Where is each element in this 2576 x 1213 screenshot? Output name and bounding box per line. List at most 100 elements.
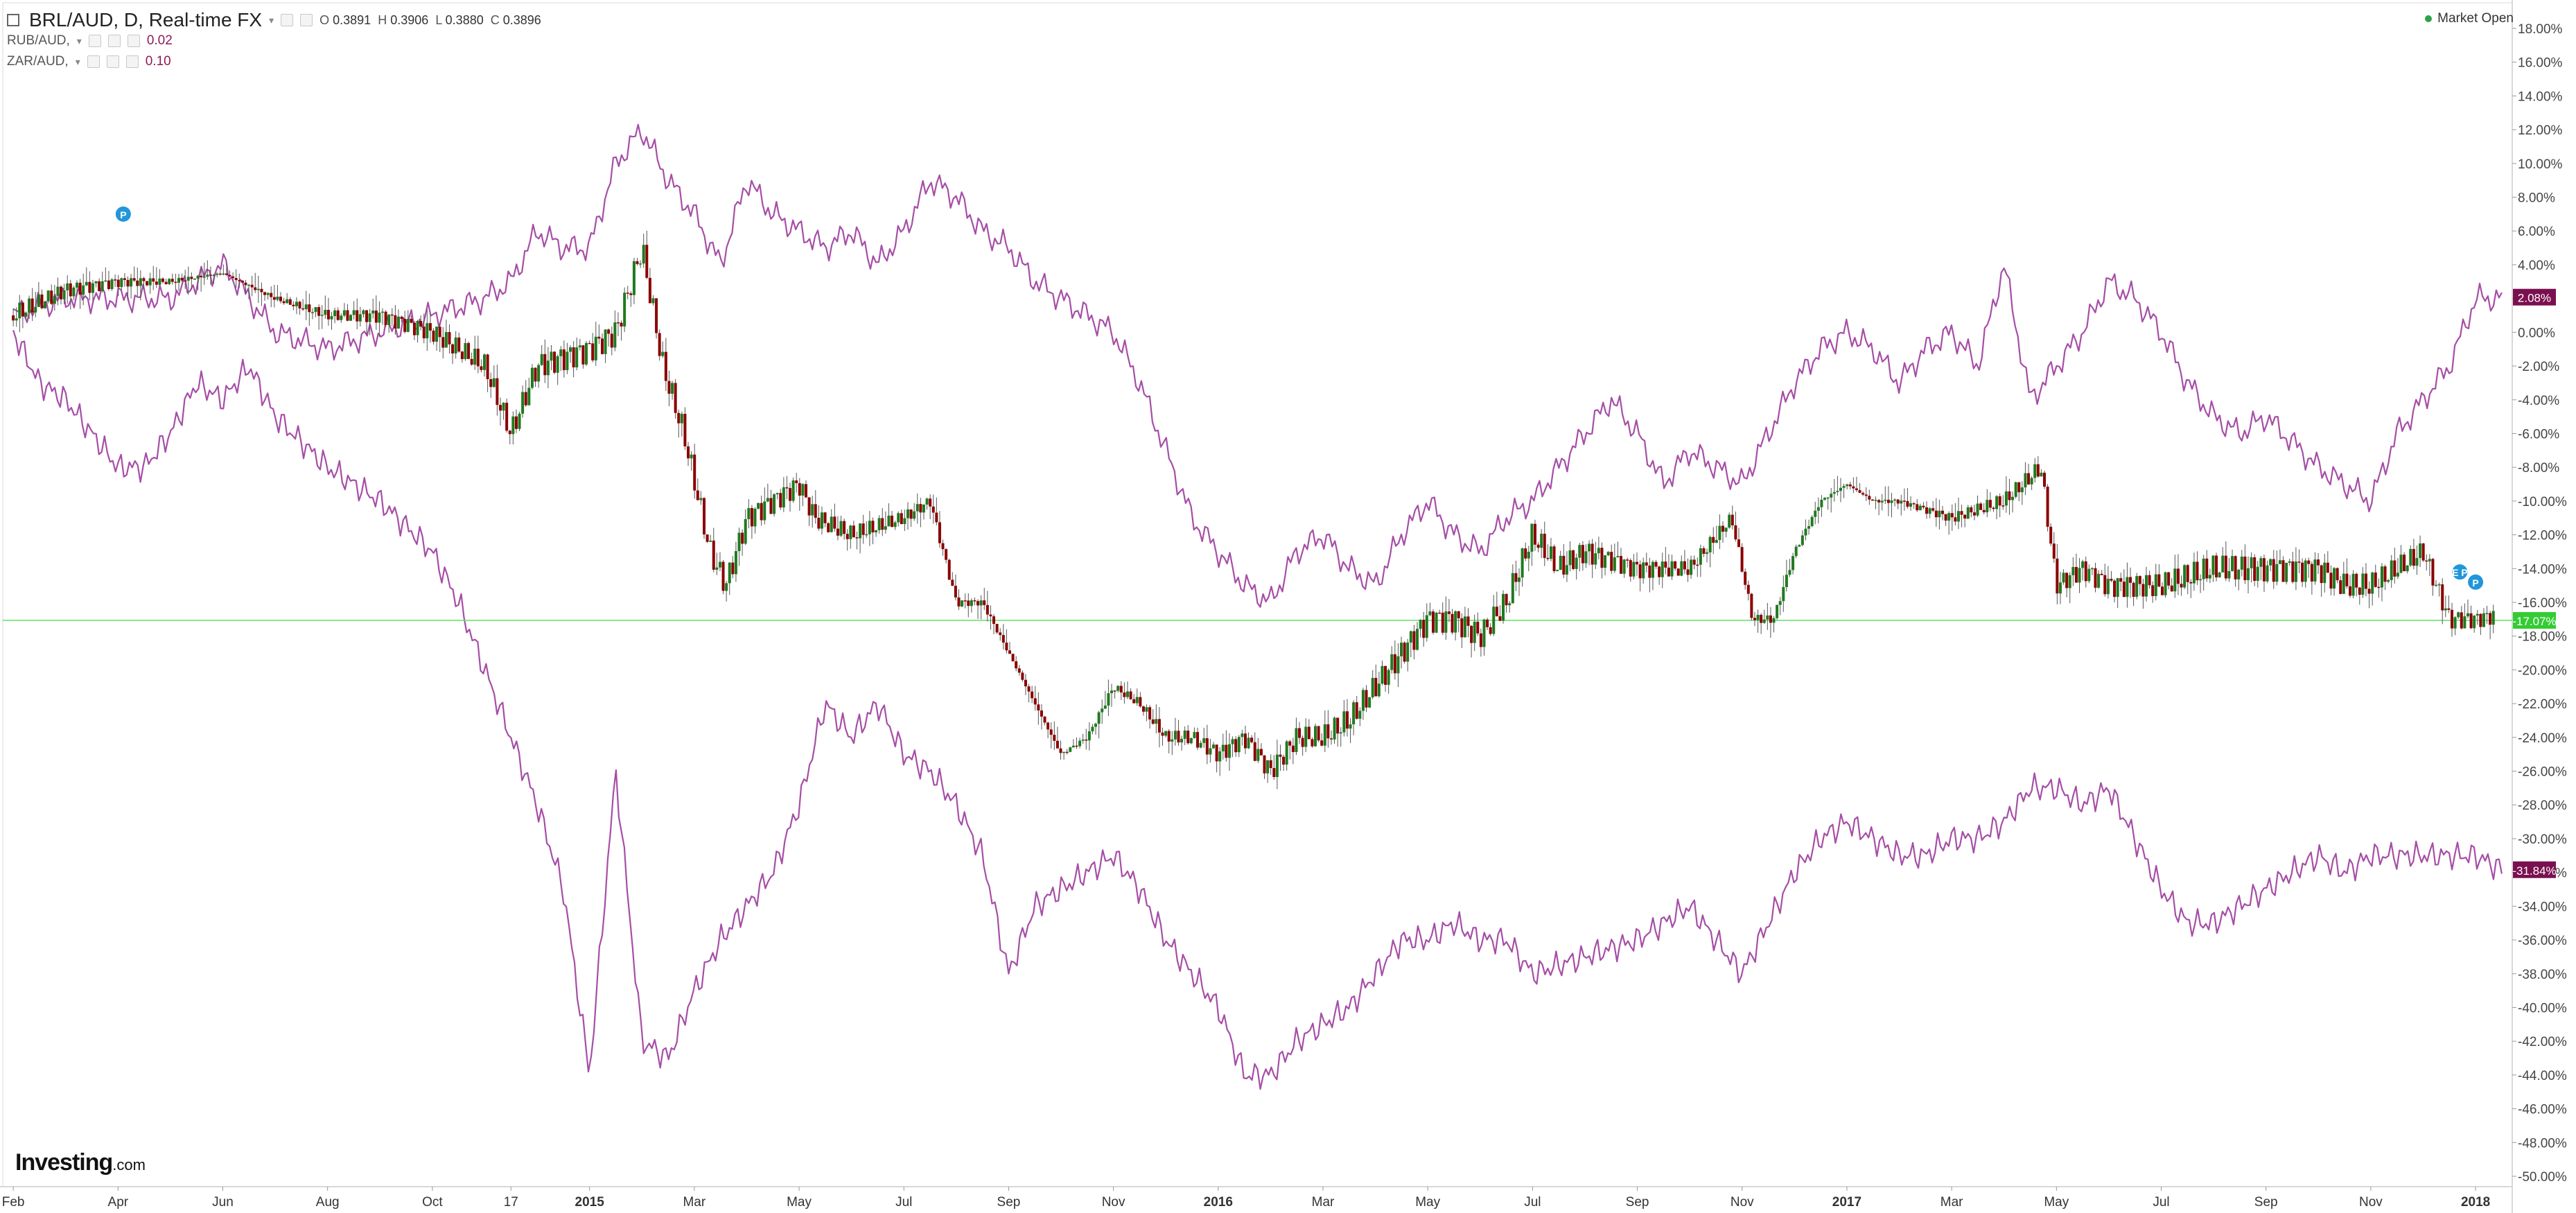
candle-body — [1776, 604, 1779, 618]
x-tick-label: Sep — [997, 1195, 1021, 1210]
settings-icon[interactable] — [300, 14, 313, 26]
candle-body — [1746, 584, 1750, 594]
candle-body — [2157, 574, 2161, 587]
settings-icon[interactable] — [106, 55, 119, 68]
candle-body — [317, 307, 321, 316]
candle-body — [1272, 768, 1276, 777]
candle-body — [1852, 486, 1855, 489]
candle-body — [1826, 497, 1830, 499]
candle-body — [480, 366, 483, 370]
candle-body — [791, 480, 795, 501]
candle-body — [1355, 702, 1358, 719]
candle-body — [1562, 555, 1566, 575]
chevron-down-icon[interactable]: ▾ — [76, 35, 82, 46]
candle-body — [2071, 566, 2075, 575]
candle-body — [973, 600, 976, 602]
eye-icon[interactable] — [87, 55, 100, 68]
candle-body — [859, 523, 862, 539]
candle-body — [1702, 548, 1706, 554]
close-icon[interactable] — [127, 35, 140, 47]
candle-body — [2476, 613, 2479, 616]
candle-body — [2027, 473, 2031, 485]
candle-body — [597, 336, 601, 339]
candle-body — [763, 501, 766, 521]
eye-icon[interactable] — [281, 14, 294, 26]
candle-body — [877, 518, 881, 530]
candle-body — [2247, 568, 2250, 581]
compare-symbol-label[interactable]: RUB/AUD, — [7, 33, 70, 48]
symbol-square-icon[interactable] — [7, 14, 19, 26]
candle-body — [1514, 573, 1518, 582]
candle-body — [2256, 566, 2259, 582]
candle-body — [1934, 510, 1938, 518]
close-icon[interactable] — [125, 55, 139, 68]
candle-body — [811, 504, 814, 516]
candle-body — [1836, 491, 1839, 492]
candle-body — [741, 532, 744, 544]
candle-body — [2415, 558, 2419, 566]
candle-body — [2122, 582, 2126, 597]
candle-body — [2138, 576, 2141, 584]
candle-body — [801, 484, 805, 496]
candle-body — [527, 387, 531, 405]
candle-body — [123, 278, 126, 280]
candle-body — [2447, 608, 2451, 610]
candle-body — [1495, 606, 1498, 617]
symbol-title[interactable]: BRL/AUD, D, Real-time FX — [29, 9, 263, 30]
candle-body — [1275, 754, 1279, 777]
settings-icon[interactable] — [107, 35, 121, 47]
candle-body — [2132, 582, 2135, 597]
candle-body — [1645, 562, 1648, 566]
y-tick-label: 12.00% — [2518, 123, 2563, 138]
candle-body — [2119, 578, 2123, 582]
eye-icon[interactable] — [88, 35, 101, 47]
candle-body — [1804, 528, 1807, 536]
candle-body — [677, 412, 681, 424]
candle-body — [2135, 576, 2139, 597]
candle-body — [394, 315, 397, 329]
candle-body — [925, 498, 929, 505]
candle-body — [1823, 498, 1827, 500]
candle-body — [126, 279, 130, 287]
chevron-down-icon[interactable]: ▾ — [75, 56, 80, 67]
candle-body — [136, 280, 139, 286]
candle-body — [566, 351, 569, 370]
candle-body — [2049, 526, 2053, 544]
candle-body — [1307, 726, 1311, 740]
candle-body — [833, 516, 836, 529]
candle-body — [2180, 584, 2183, 588]
candle-body — [1466, 616, 1470, 626]
candle-body — [1416, 629, 1419, 650]
candle-body — [1986, 500, 1989, 513]
candle-body — [1145, 707, 1148, 712]
candle-body — [1900, 500, 1903, 504]
candle-body — [1947, 513, 1951, 521]
candle-body — [1218, 751, 1222, 762]
candle-body — [53, 295, 56, 304]
candle-body — [1457, 611, 1460, 619]
candle-body — [2441, 584, 2444, 611]
candle-body — [1676, 568, 1680, 576]
compare-symbol-label[interactable]: ZAR/AUD, — [7, 54, 69, 69]
candle-body — [1196, 732, 1200, 748]
candle-body — [2278, 560, 2281, 564]
candle-body — [1613, 557, 1616, 571]
candle-body — [2435, 584, 2438, 586]
candle-body — [1842, 486, 1846, 488]
candle-body — [2466, 613, 2469, 617]
candle-body — [416, 321, 419, 335]
y-tick-label: -28.00% — [2518, 799, 2567, 813]
candle-body — [1317, 726, 1320, 741]
candle-body — [1078, 740, 1082, 747]
candle-body — [779, 493, 782, 508]
candle-body — [540, 354, 543, 365]
x-tick-label: 17 — [504, 1195, 518, 1210]
candle-body — [1148, 707, 1152, 719]
chevron-down-icon[interactable]: ▾ — [269, 15, 274, 26]
candle-body — [546, 360, 550, 376]
candle-body — [1788, 570, 1791, 575]
candle-body — [270, 293, 273, 297]
candle-body — [2288, 561, 2291, 563]
